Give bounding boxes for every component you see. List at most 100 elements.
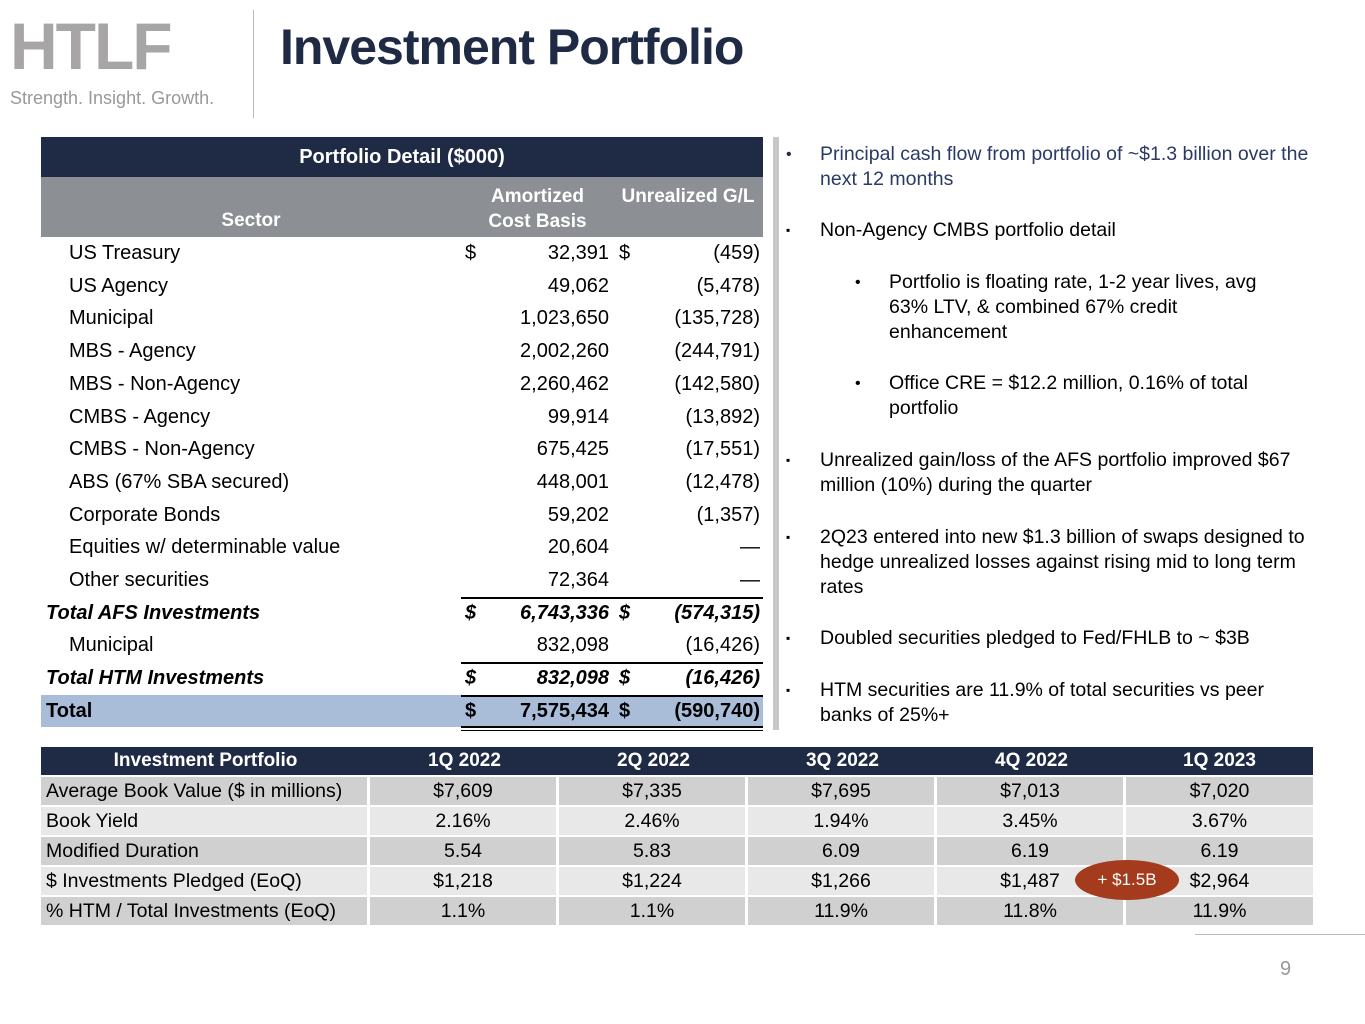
sub-bullet-text: Office CRE = $12.2 million, 0.16% of tot…	[889, 372, 1248, 419]
cost-value: 675,425	[536, 438, 609, 461]
summary-cell: 11.8%	[937, 897, 1123, 925]
gl-value: (12,478)	[685, 470, 761, 493]
summary-header: 2Q 2022	[559, 747, 748, 775]
bullet-marker: •	[786, 146, 792, 163]
summary-row-label: % HTM / Total Investments (EoQ)	[41, 897, 367, 925]
bullet-marker: ▪	[786, 453, 791, 467]
bullet-text: Non-Agency CMBS portfolio detail	[820, 219, 1116, 241]
sector-label: Equities w/ determinable value	[69, 536, 341, 559]
column-header: Sector	[221, 210, 281, 231]
summary-header: Investment Portfolio	[41, 747, 370, 775]
summary-header: 4Q 2022	[937, 747, 1126, 775]
callout: + $1.5B	[1075, 860, 1179, 900]
gl-value: (590,740)	[674, 699, 760, 722]
sector-label: Total AFS Investments	[46, 601, 261, 624]
summary-cell: 1.94%	[748, 807, 934, 835]
summary-row-label: Average Book Value ($ in millions)	[41, 777, 367, 805]
cost-value: 7,575,434	[520, 699, 609, 722]
summary-row-label: Modified Duration	[41, 837, 367, 865]
summary-cell: 5.83	[559, 837, 745, 865]
slide-title: Investment Portfolio	[280, 19, 744, 75]
rule	[461, 596, 763, 599]
gl-value: —	[740, 536, 760, 559]
currency-sign: $	[465, 601, 477, 624]
summary-cell: 1.1%	[559, 897, 745, 925]
summary-cell: $7,020	[1126, 777, 1313, 805]
gl-value: (459)	[713, 242, 760, 264]
rule	[461, 729, 763, 731]
table-title: Portfolio Detail ($000)	[299, 146, 505, 168]
column-header: Amortized Cost Basis	[488, 186, 587, 232]
bullet-text: Unrealized gain/loss of the AFS portfoli…	[820, 449, 1291, 496]
summary-cell: 6.09	[748, 837, 934, 865]
column-header: Unrealized G/L	[621, 186, 755, 207]
currency-sign: $	[619, 242, 631, 264]
bullet-marker: ▪	[786, 683, 791, 697]
currency-sign: $	[465, 699, 477, 722]
currency-sign: $	[619, 601, 631, 624]
sector-label: MBS - Agency	[69, 340, 196, 363]
sector-label: ABS (67% SBA secured)	[69, 470, 290, 493]
gl-value: (13,892)	[685, 405, 761, 428]
summary-cell: 5.54	[370, 837, 556, 865]
bullet-marker: ▪	[786, 631, 791, 645]
table-header-bar	[41, 177, 763, 237]
logo-tagline: Strength. Insight. Growth.	[10, 88, 215, 108]
sector-label: Other securities	[69, 569, 210, 591]
bullet-marker: ▪	[786, 530, 791, 544]
currency-sign: $	[619, 699, 631, 722]
sector-label: CMBS - Agency	[69, 405, 211, 428]
total-row-bg	[41, 694, 763, 728]
sector-label: US Agency	[69, 274, 168, 297]
sector-label: Total HTM Investments	[46, 667, 265, 690]
rule	[461, 662, 763, 665]
summary-cell: 2.46%	[559, 807, 745, 835]
cost-value: 6,743,336	[520, 601, 609, 624]
summary-cell: 2.16%	[370, 807, 556, 835]
sector-label: MBS - Non-Agency	[69, 372, 241, 395]
footer-line	[1195, 934, 1365, 935]
cost-value: 49,062	[547, 274, 609, 297]
sector-label: Municipal	[69, 634, 154, 657]
summary-row-label: $ Investments Pledged (EoQ)	[41, 867, 367, 895]
summary-cell: 6.19	[1126, 837, 1313, 865]
cost-value: 59,202	[547, 503, 609, 526]
gl-value: (16,426)	[685, 667, 761, 690]
summary-row-label: Book Yield	[41, 807, 367, 835]
sector-label: CMBS - Non-Agency	[69, 438, 255, 461]
bullet-text: HTM securities are 11.9% of total securi…	[820, 679, 1264, 726]
summary-cell: $1,266	[748, 867, 934, 895]
summary-cell: 11.9%	[1126, 897, 1313, 925]
sector-label: Municipal	[69, 307, 154, 330]
currency-sign: $	[619, 667, 631, 690]
sub-bullet-marker: •	[855, 375, 861, 392]
gl-value: (5,478)	[696, 274, 760, 297]
cost-value: 1,023,650	[520, 307, 609, 330]
summary-cell: $7,013	[937, 777, 1123, 805]
cost-value: 20,604	[547, 536, 609, 559]
summary-header: 3Q 2022	[748, 747, 937, 775]
summary-header: 1Q 2023	[1126, 747, 1313, 775]
cost-value: 99,914	[547, 405, 609, 428]
summary-cell: 3.45%	[937, 807, 1123, 835]
summary-cell: $1,224	[559, 867, 745, 895]
cost-value: 72,364	[547, 569, 609, 591]
cost-value: 832,098	[536, 634, 609, 657]
table-title-bar	[41, 137, 763, 177]
cost-value: 2,002,260	[520, 340, 609, 363]
bullet-text: Principal cash flow from portfolio of ~$…	[820, 143, 1309, 190]
sub-bullet-marker: •	[855, 274, 861, 291]
summary-cell: 3.67%	[1126, 807, 1313, 835]
rule	[461, 694, 763, 697]
rule	[461, 725, 763, 728]
separator	[773, 137, 779, 730]
gl-value: (16,426)	[685, 634, 761, 657]
logo-wordmark: HTLF	[10, 9, 173, 83]
gl-value: (244,791)	[674, 340, 760, 363]
cost-value: 2,260,462	[520, 372, 609, 395]
sector-label: Total	[46, 699, 93, 722]
summary-cell: 1.1%	[370, 897, 556, 925]
summary-header: 1Q 2022	[370, 747, 559, 775]
gl-value: (142,580)	[674, 372, 760, 395]
